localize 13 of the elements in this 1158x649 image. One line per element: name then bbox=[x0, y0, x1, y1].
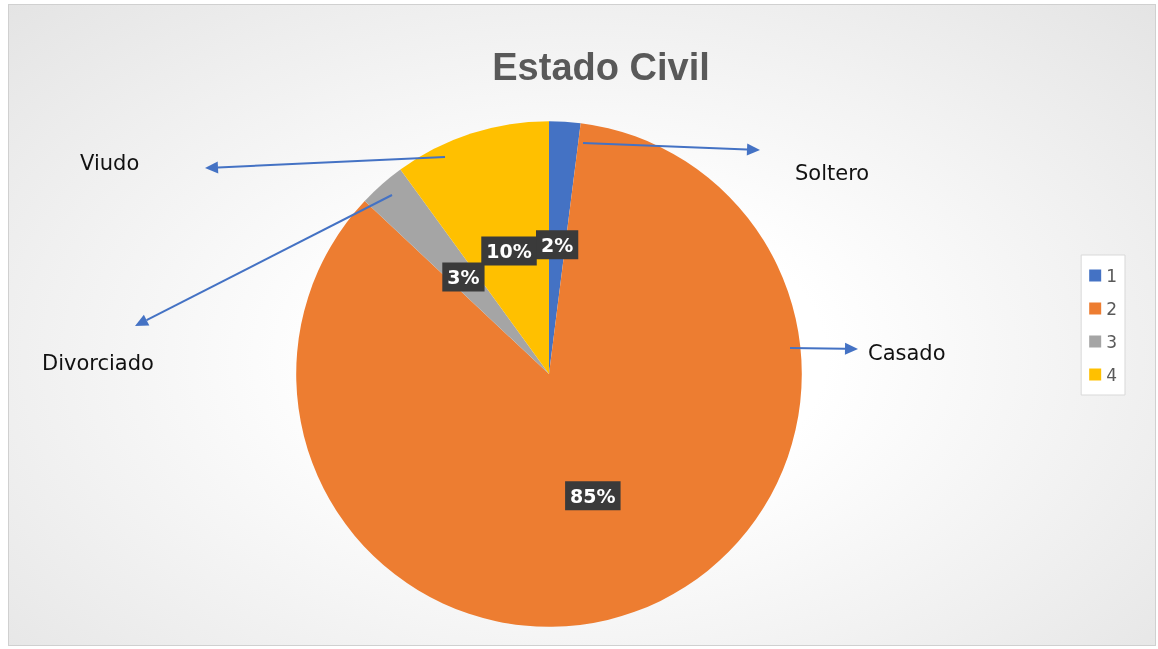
legend-label: 2 bbox=[1106, 298, 1118, 319]
text: Viudo bbox=[80, 151, 140, 175]
data-label: 3% bbox=[447, 265, 480, 288]
legend-label: 3 bbox=[1106, 331, 1118, 352]
data-label: 85% bbox=[570, 484, 616, 507]
data-label: 10% bbox=[486, 239, 532, 262]
legend-label: 4 bbox=[1106, 364, 1118, 385]
text: Casado bbox=[868, 341, 946, 365]
data-label: 2% bbox=[540, 233, 574, 256]
chart-title: Estado Civil bbox=[492, 46, 710, 88]
text: Soltero bbox=[795, 161, 870, 185]
text: Divorciado bbox=[42, 351, 154, 375]
legend-label: 1 bbox=[1106, 265, 1118, 286]
